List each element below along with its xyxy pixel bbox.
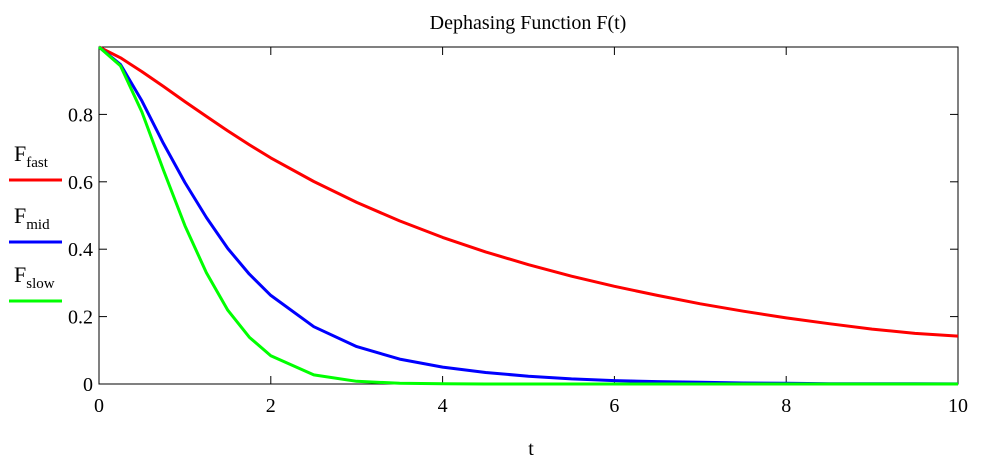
series-lines bbox=[98, 45, 959, 386]
x-tick-label: 10 bbox=[948, 395, 968, 417]
x-tick-label: 6 bbox=[609, 395, 619, 417]
plot-area bbox=[98, 46, 959, 385]
x-tick-label: 4 bbox=[438, 395, 448, 417]
y-tick-label: 0.4 bbox=[68, 239, 93, 261]
y-axis: 0 0.2 0.4 0.6 0.8 bbox=[68, 104, 958, 396]
series-line-fast bbox=[98, 45, 959, 338]
y-tick-label: 0 bbox=[83, 374, 93, 396]
plot-frame bbox=[98, 46, 959, 385]
legend-label-slow: Fslow bbox=[14, 262, 55, 292]
series-line-slow bbox=[98, 45, 958, 386]
legend-label-fast: Ffast bbox=[14, 141, 49, 171]
x-tick-label: 8 bbox=[781, 395, 791, 417]
legend-label-mid: Fmid bbox=[14, 203, 50, 233]
y-tick-label: 0.6 bbox=[68, 172, 93, 194]
x-axis: 0 2 4 6 8 10 bbox=[94, 47, 968, 417]
series-line-mid bbox=[98, 45, 959, 386]
x-axis-label: t bbox=[528, 438, 534, 460]
x-tick-label: 2 bbox=[266, 395, 276, 417]
x-tick-label: 0 bbox=[94, 395, 104, 417]
y-tick-label: 0.2 bbox=[68, 307, 93, 329]
y-tick-label: 0.8 bbox=[68, 104, 93, 126]
legend: Ffast Fmid Fslow bbox=[9, 141, 62, 303]
chart-title: Dephasing Function F(t) bbox=[430, 12, 627, 34]
